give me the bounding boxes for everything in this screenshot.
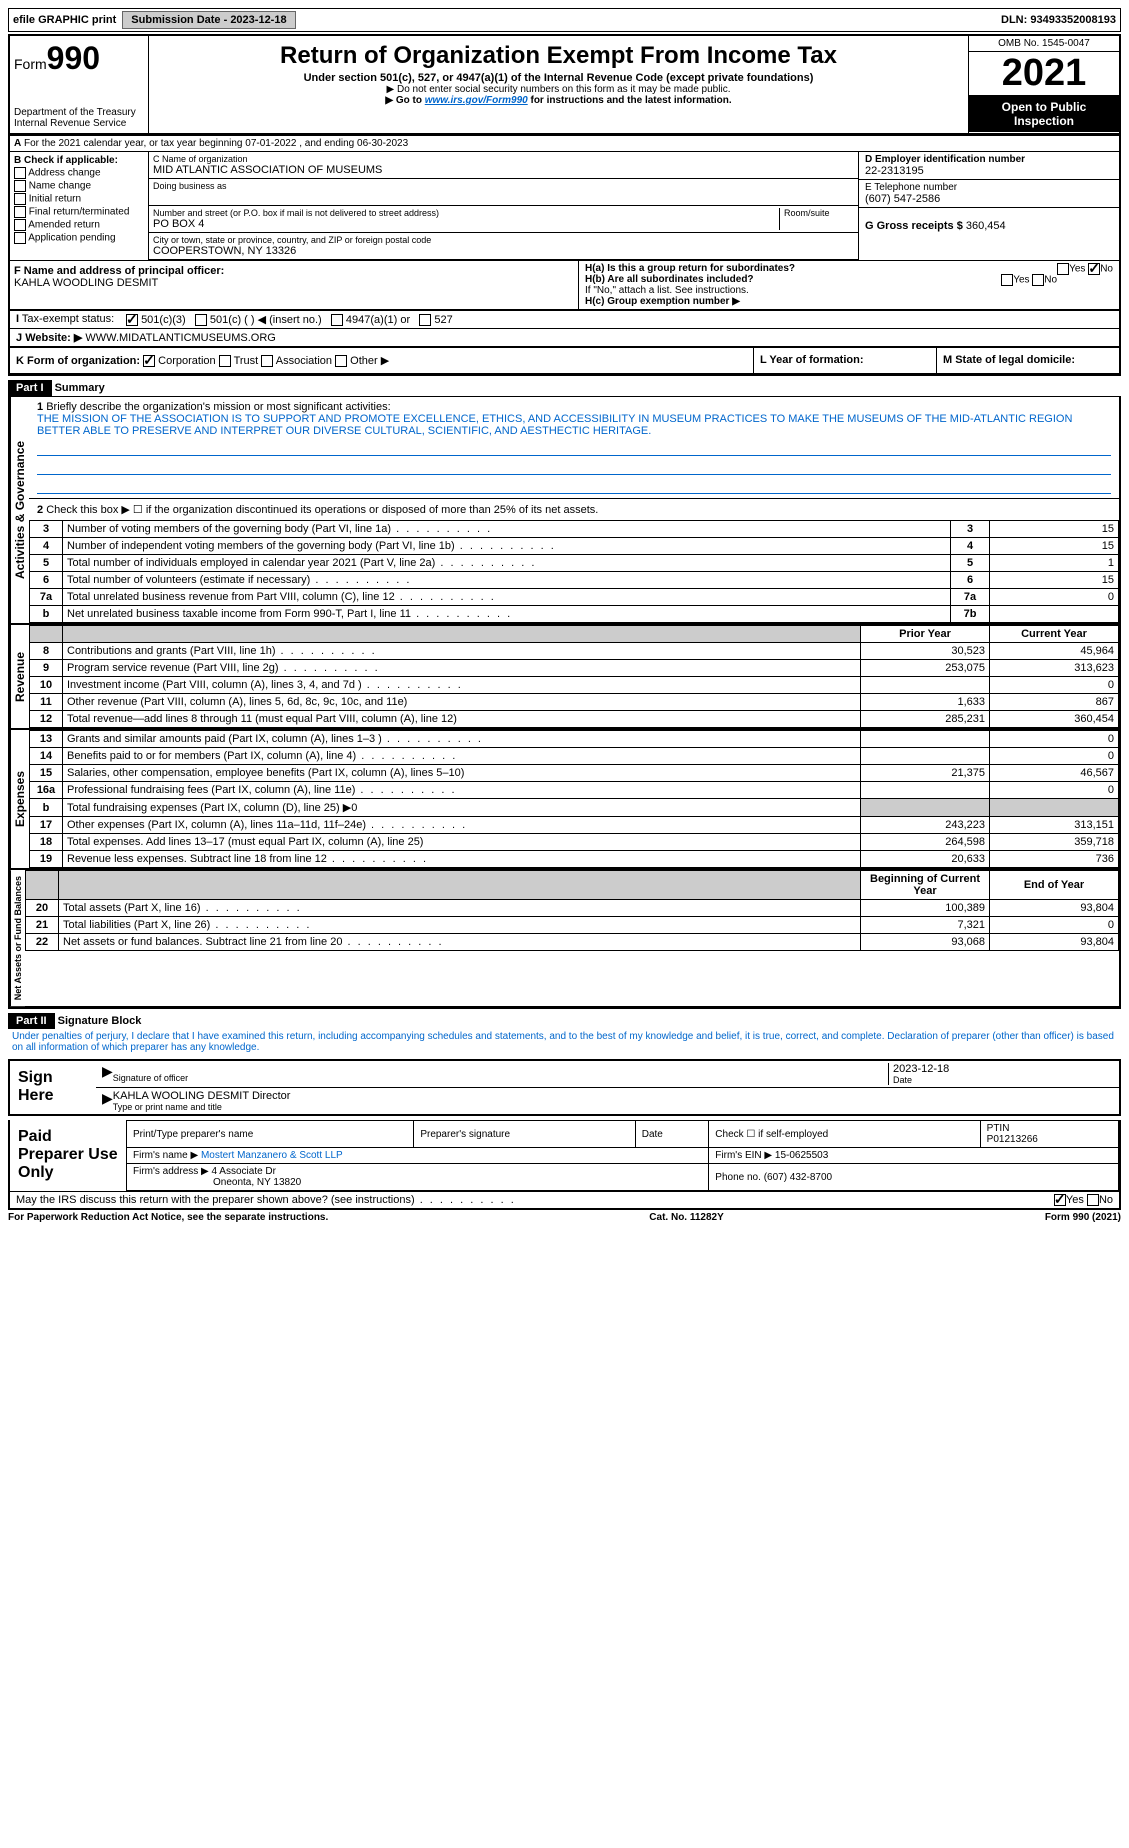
form-header: Form990 Department of the Treasury Inter… — [8, 34, 1121, 136]
irs-link[interactable]: www.irs.gov/Form990 — [425, 95, 528, 106]
irs-label: Internal Revenue Service — [14, 118, 144, 129]
efile-label: efile GRAPHIC print — [13, 14, 116, 26]
part2-hdr: Part II — [8, 1013, 55, 1029]
website-value: WWW.MIDATLANTICMUSEUMS.ORG — [85, 332, 275, 344]
part1-title: Summary — [55, 382, 105, 394]
f-label: F Name and address of principal officer: — [14, 265, 574, 277]
ein-value: 22-2313195 — [865, 165, 1113, 177]
j-label: Website: ▶ — [25, 332, 82, 344]
hb-label: H(b) Are all subordinates included? — [585, 274, 754, 285]
b-name-change[interactable]: Name change — [29, 181, 91, 192]
ha-label: H(a) Is this a group return for subordin… — [585, 263, 795, 274]
e-phone-label: E Telephone number — [865, 182, 1113, 193]
b-title: B Check if applicable: — [14, 155, 144, 166]
may-irs-label: May the IRS discuss this return with the… — [16, 1194, 516, 1206]
gross-receipts: 360,454 — [966, 220, 1006, 232]
h-note: If "No," attach a list. See instructions… — [585, 285, 1113, 296]
b-amended[interactable]: Amended return — [28, 220, 100, 231]
tab-expenses: Expenses — [10, 730, 29, 868]
b-addr-change[interactable]: Address change — [28, 168, 100, 179]
omb-number: OMB No. 1545-0047 — [969, 36, 1119, 52]
b-initial[interactable]: Initial return — [29, 194, 81, 205]
firm-name[interactable]: Mostert Manzanero & Scott LLP — [201, 1150, 343, 1161]
preparer-table: Print/Type preparer's namePreparer's sig… — [126, 1120, 1119, 1191]
q2-label: Check this box ▶ ☐ if the organization d… — [46, 504, 598, 516]
tab-governance: Activities & Governance — [10, 397, 29, 623]
addr-label: Number and street (or P.O. box if mail i… — [153, 208, 779, 218]
i-501c[interactable]: 501(c) ( ) ◀ (insert no.) — [210, 314, 322, 326]
tax-year: 2021 — [969, 52, 1119, 96]
top-bar: efile GRAPHIC print Submission Date - 20… — [8, 8, 1121, 32]
c-name-label: C Name of organization — [153, 154, 854, 164]
m-label: M State of legal domicile: — [943, 354, 1075, 366]
dln-label: DLN: 93493352008193 — [1001, 14, 1116, 26]
paid-prep-label: Paid Preparer Use Only — [10, 1120, 126, 1191]
k-trust[interactable]: Trust — [234, 355, 259, 367]
submission-date-button[interactable]: Submission Date - 2023-12-18 — [122, 11, 295, 29]
b-final[interactable]: Final return/terminated — [29, 207, 130, 218]
part2-title: Signature Block — [58, 1015, 142, 1027]
sign-here-label: Sign Here — [10, 1061, 96, 1114]
org-name: MID ATLANTIC ASSOCIATION OF MUSEUMS — [153, 164, 854, 176]
signature-block: Sign Here ▶Signature of officer2023-12-1… — [8, 1059, 1121, 1116]
part1-hdr: Part I — [8, 380, 52, 396]
pra-notice: For Paperwork Reduction Act Notice, see … — [8, 1212, 328, 1223]
officer-name: KAHLA WOODLING DESMIT — [14, 277, 574, 289]
room-label: Room/suite — [779, 208, 854, 230]
a-line: For the 2021 calendar year, or tax year … — [24, 138, 408, 149]
city-label: City or town, state or province, country… — [153, 235, 854, 245]
footer: For Paperwork Reduction Act Notice, see … — [8, 1212, 1121, 1223]
i-527[interactable]: 527 — [434, 314, 452, 326]
form-subtitle: Under section 501(c), 527, or 4947(a)(1)… — [157, 72, 960, 84]
i-4947[interactable]: 4947(a)(1) or — [346, 314, 410, 326]
k-other[interactable]: Other ▶ — [350, 355, 389, 367]
phone-value: (607) 547-2586 — [865, 193, 1113, 205]
b-app-pending[interactable]: Application pending — [28, 233, 115, 244]
cat-no: Cat. No. 11282Y — [649, 1212, 723, 1223]
l-label: L Year of formation: — [760, 354, 864, 366]
i-501c3[interactable]: 501(c)(3) — [141, 314, 186, 326]
d-ein-label: D Employer identification number — [865, 154, 1113, 165]
k-label: K Form of organization: — [16, 355, 140, 367]
note-ssn: ▶ Do not enter social security numbers o… — [157, 84, 960, 95]
k-assoc[interactable]: Association — [276, 355, 332, 367]
officer-printed-name: KAHLA WOOLING DESMIT Director — [113, 1090, 1113, 1102]
tab-revenue: Revenue — [10, 625, 29, 728]
g-label: G Gross receipts $ — [865, 220, 963, 232]
hc-label: H(c) Group exemption number ▶ — [585, 296, 740, 307]
row-fh: F Name and address of principal officer:… — [8, 261, 1121, 311]
section-bcde: B Check if applicable: Address change Na… — [8, 152, 1121, 261]
form-title: Return of Organization Exempt From Incom… — [157, 42, 960, 70]
netassets-table: Beginning of Current YearEnd of Year 20T… — [25, 870, 1119, 951]
form-footer: Form 990 (2021) — [1045, 1212, 1121, 1223]
mission-text: THE MISSION OF THE ASSOCIATION IS TO SUP… — [37, 413, 1072, 437]
dept-label: Department of the Treasury — [14, 107, 144, 118]
form-number: Form990 — [14, 40, 144, 77]
org-addr: PO BOX 4 — [153, 218, 779, 230]
note-link: ▶ Go to www.irs.gov/Form990 for instruct… — [157, 95, 960, 106]
revenue-table: Prior YearCurrent Year 8Contributions an… — [29, 625, 1119, 728]
dba-label: Doing business as — [153, 181, 854, 191]
q1-label: Briefly describe the organization's miss… — [46, 401, 390, 413]
gov-table: 3Number of voting members of the governi… — [29, 520, 1119, 623]
org-city: COOPERSTOWN, NY 13326 — [153, 245, 854, 257]
k-corp[interactable]: Corporation — [158, 355, 215, 367]
i-label: Tax-exempt status: — [22, 313, 114, 325]
sig-date: 2023-12-18 — [893, 1063, 1113, 1075]
tab-netassets: Net Assets or Fund Balances — [10, 870, 25, 1006]
expenses-table: 13Grants and similar amounts paid (Part … — [29, 730, 1119, 868]
declaration: Under penalties of perjury, I declare th… — [8, 1029, 1121, 1055]
open-public-badge: Open to Public Inspection — [969, 96, 1119, 132]
sig-officer-label: Signature of officer — [113, 1063, 888, 1085]
